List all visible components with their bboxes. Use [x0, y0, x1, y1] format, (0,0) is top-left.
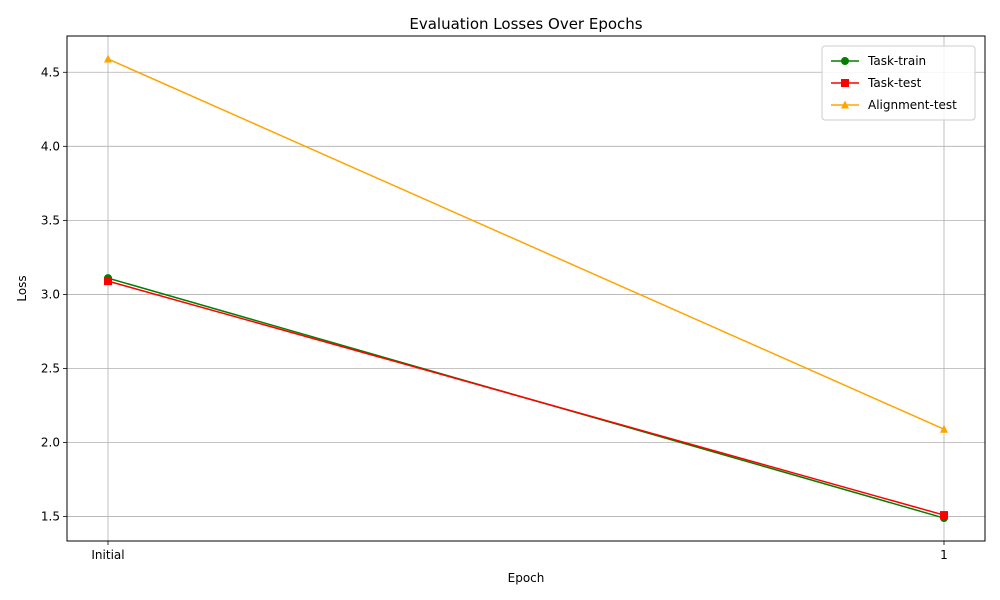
x-tick-label: Initial	[91, 548, 124, 562]
x-axis-ticks: Initial 1	[91, 541, 948, 562]
plot-frame	[66, 35, 986, 542]
legend-label: Alignment-test	[868, 98, 957, 112]
legend-item-task-test: Task-test	[831, 76, 922, 90]
y-axis-ticks: 1.5 2.0 2.5 3.0 3.5 4.0 4.5	[41, 65, 67, 524]
legend-marker	[841, 79, 849, 87]
legend-label: Task-train	[867, 54, 926, 68]
series-layer	[104, 54, 948, 523]
y-tick-label: 2.5	[41, 361, 60, 375]
series-line-alignment-test	[107, 58, 945, 430]
y-tick-label: 1.5	[41, 510, 60, 524]
data-point-alignment-test	[940, 424, 948, 433]
legend-marker	[841, 100, 849, 109]
y-tick-label: 4.0	[41, 139, 60, 153]
y-tick-label: 4.5	[41, 65, 60, 79]
series-task-test	[104, 277, 948, 520]
y-tick-label: 2.0	[41, 436, 60, 450]
data-point-task-test	[104, 277, 112, 286]
series-line-task-test	[107, 280, 945, 516]
legend-item-task-train: Task-train	[831, 54, 926, 68]
x-tick-label: 1	[940, 548, 948, 562]
legend: Task-train Task-test Alignment-test	[821, 45, 976, 121]
legend-item-alignment-test: Alignment-test	[831, 98, 957, 112]
y-tick-label: 3.5	[41, 213, 60, 227]
data-point-alignment-test	[104, 54, 112, 63]
legend-label: Task-test	[867, 76, 922, 90]
series-alignment-test	[104, 54, 948, 433]
data-point-task-test	[940, 511, 948, 520]
chart-title: Evaluation Losses Over Epochs	[409, 15, 642, 33]
y-axis-label: Loss	[15, 275, 29, 301]
y-tick-label: 3.0	[41, 287, 60, 301]
legend-marker	[841, 57, 849, 65]
x-axis-label: Epoch	[508, 571, 545, 585]
legend-box	[821, 45, 976, 121]
